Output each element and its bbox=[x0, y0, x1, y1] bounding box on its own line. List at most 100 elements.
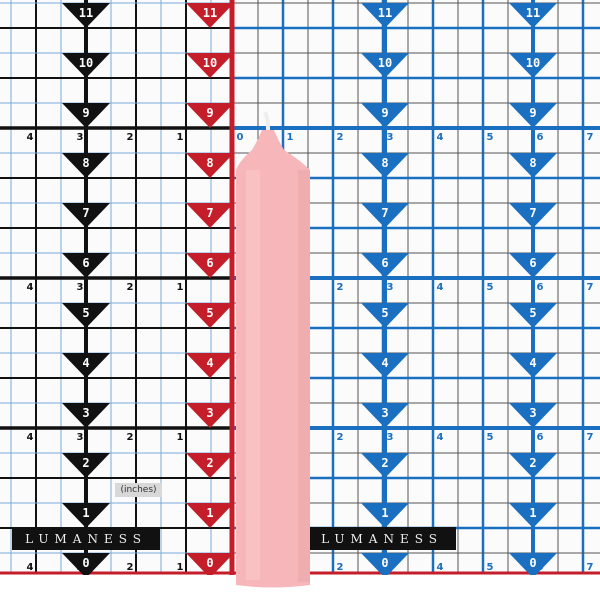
height-marker-label: 1 bbox=[529, 506, 536, 520]
height-marker-label: 4 bbox=[82, 356, 89, 370]
width-label-left: 3 bbox=[77, 562, 84, 573]
height-marker-label: 5 bbox=[529, 306, 536, 320]
width-label-left: 2 bbox=[127, 432, 134, 443]
height-marker-7 bbox=[509, 203, 557, 228]
height-marker-label: 11 bbox=[203, 6, 217, 20]
height-marker-8 bbox=[509, 153, 557, 178]
width-label-right: 7 bbox=[587, 432, 594, 443]
height-marker-9 bbox=[509, 103, 557, 128]
height-marker-label: 5 bbox=[381, 306, 388, 320]
width-label-left: 2 bbox=[127, 282, 134, 293]
height-marker-7 bbox=[186, 203, 234, 228]
width-label-left: 4 bbox=[27, 282, 34, 293]
width-label-left: 2 bbox=[127, 562, 134, 573]
height-marker-4 bbox=[361, 353, 409, 378]
height-marker-5 bbox=[186, 303, 234, 328]
height-marker-6 bbox=[186, 253, 234, 278]
width-label-right: 7 bbox=[587, 562, 594, 573]
height-marker-label: 11 bbox=[526, 6, 540, 20]
height-marker-label: 3 bbox=[206, 406, 213, 420]
height-marker-2 bbox=[62, 453, 110, 478]
height-marker-label: 6 bbox=[381, 256, 388, 270]
height-marker-label: 2 bbox=[82, 456, 89, 470]
height-marker-0 bbox=[62, 553, 110, 578]
height-marker-label: 7 bbox=[82, 206, 89, 220]
height-marker-label: 5 bbox=[82, 306, 89, 320]
width-label-right: 2 bbox=[337, 282, 344, 293]
height-marker-2 bbox=[361, 453, 409, 478]
height-marker-label: 3 bbox=[381, 406, 388, 420]
height-marker-6 bbox=[62, 253, 110, 278]
width-label-right: 4 bbox=[437, 562, 444, 573]
height-marker-label: 3 bbox=[529, 406, 536, 420]
height-marker-10 bbox=[509, 53, 557, 78]
width-label-right: 1 bbox=[287, 132, 294, 143]
height-marker-label: 0 bbox=[206, 556, 213, 570]
height-marker-label: 0 bbox=[529, 556, 536, 570]
height-marker-8 bbox=[186, 153, 234, 178]
width-label-right: 0 bbox=[237, 132, 244, 143]
height-marker-label: 9 bbox=[206, 106, 213, 120]
width-label-right: 5 bbox=[487, 432, 494, 443]
height-marker-label: 4 bbox=[529, 356, 536, 370]
height-marker-9 bbox=[62, 103, 110, 128]
height-marker-3 bbox=[509, 403, 557, 428]
height-marker-label: 1 bbox=[381, 506, 388, 520]
height-marker-3 bbox=[186, 403, 234, 428]
height-marker-1 bbox=[361, 503, 409, 528]
width-label-right: 2 bbox=[337, 432, 344, 443]
height-marker-10 bbox=[361, 53, 409, 78]
width-label-right: 6 bbox=[537, 282, 544, 293]
height-marker-6 bbox=[361, 253, 409, 278]
height-marker-label: 7 bbox=[381, 206, 388, 220]
width-label-left: 1 bbox=[177, 432, 184, 443]
height-marker-8 bbox=[62, 153, 110, 178]
height-marker-label: 1 bbox=[206, 506, 213, 520]
height-marker-label: 9 bbox=[82, 106, 89, 120]
height-marker-9 bbox=[361, 103, 409, 128]
width-label-right: 6 bbox=[537, 132, 544, 143]
width-label-right: 5 bbox=[487, 132, 494, 143]
height-marker-5 bbox=[62, 303, 110, 328]
height-marker-3 bbox=[62, 403, 110, 428]
height-marker-label: 2 bbox=[206, 456, 213, 470]
brand-label-left: LUMANESS bbox=[12, 527, 160, 550]
width-label-right: 3 bbox=[387, 562, 394, 573]
width-label-right: 6 bbox=[537, 432, 544, 443]
height-marker-3 bbox=[361, 403, 409, 428]
height-marker-7 bbox=[361, 203, 409, 228]
height-marker-label: 9 bbox=[381, 106, 388, 120]
width-label-right: 7 bbox=[587, 282, 594, 293]
width-label-right: 3 bbox=[387, 132, 394, 143]
height-marker-label: 6 bbox=[206, 256, 213, 270]
height-marker-label: 6 bbox=[82, 256, 89, 270]
height-marker-0 bbox=[186, 553, 234, 578]
height-marker-0 bbox=[509, 553, 557, 578]
height-marker-5 bbox=[509, 303, 557, 328]
height-marker-label: 0 bbox=[82, 556, 89, 570]
height-marker-10 bbox=[62, 53, 110, 78]
height-marker-11 bbox=[186, 3, 234, 28]
height-marker-0 bbox=[361, 553, 409, 578]
height-marker-11 bbox=[62, 3, 110, 28]
height-marker-11 bbox=[509, 3, 557, 28]
width-label-right: 2 bbox=[337, 132, 344, 143]
height-marker-1 bbox=[62, 503, 110, 528]
height-marker-label: 3 bbox=[82, 406, 89, 420]
brand-label-right: LUMANESS bbox=[308, 527, 456, 550]
height-marker-label: 10 bbox=[203, 56, 217, 70]
candle-wick bbox=[263, 111, 270, 131]
height-marker-label: 2 bbox=[381, 456, 388, 470]
height-marker-5 bbox=[361, 303, 409, 328]
width-label-right: 4 bbox=[437, 132, 444, 143]
height-marker-label: 11 bbox=[79, 6, 93, 20]
height-marker-label: 8 bbox=[529, 156, 536, 170]
width-label-left: 3 bbox=[77, 132, 84, 143]
height-marker-label: 8 bbox=[82, 156, 89, 170]
height-marker-label: 4 bbox=[381, 356, 388, 370]
height-marker-label: 8 bbox=[206, 156, 213, 170]
height-marker-label: 11 bbox=[378, 6, 392, 20]
width-label-left: 4 bbox=[27, 132, 34, 143]
width-label-right: 2 bbox=[337, 562, 344, 573]
height-marker-label: 7 bbox=[206, 206, 213, 220]
